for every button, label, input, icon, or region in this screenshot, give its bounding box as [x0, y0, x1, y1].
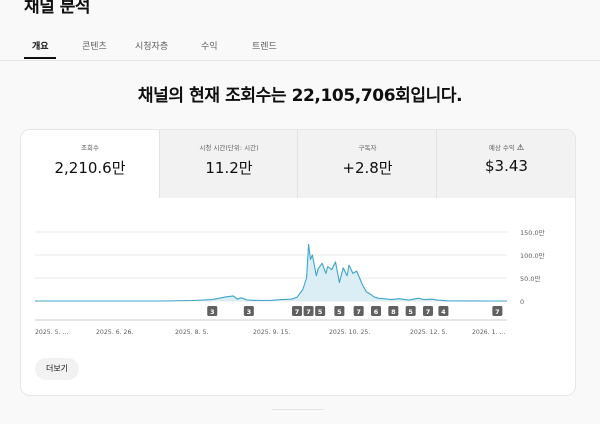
- metric-subscribers-label: 구독자: [358, 144, 377, 152]
- upload-marker: [207, 306, 218, 316]
- metric-views-value: 2,210.6만: [54, 159, 126, 177]
- upload-marker-label: 6: [374, 308, 379, 316]
- upload-marker-label: 4: [441, 308, 446, 316]
- more-button[interactable]: 더보기: [35, 358, 79, 380]
- upload-marker: [243, 306, 254, 316]
- x-tick-label: 2025. 12. 5.: [410, 329, 447, 336]
- upload-marker-label: 3: [210, 308, 215, 316]
- tab-trends[interactable]: 트렌드: [252, 42, 277, 52]
- bottom-divider: [272, 409, 324, 410]
- upload-marker-label: 7: [426, 308, 431, 316]
- metric-views-label: 조회수: [81, 144, 99, 152]
- metric-views[interactable]: 조회수 2,210.6만: [21, 130, 159, 198]
- y-tick-label: 100.0만: [520, 251, 545, 260]
- metric-revenue[interactable]: 예상 수익 ⚠ $3.43: [436, 130, 575, 198]
- tab-revenue[interactable]: 수익: [201, 42, 218, 52]
- upload-marker-label: 7: [495, 308, 500, 316]
- tab-audience[interactable]: 시청자층: [135, 42, 169, 52]
- upload-marker: [353, 306, 364, 316]
- metric-subscribers-value: +2.8만: [342, 159, 393, 177]
- upload-marker-label: 5: [337, 308, 342, 316]
- upload-marker: [405, 306, 416, 316]
- x-tick-label: 2025. 9. 15.: [253, 329, 290, 336]
- x-tick-label: 2025. 10. 25.: [329, 329, 370, 336]
- metric-watch-time-label: 시청 시간(단위: 시간): [199, 144, 259, 152]
- x-tick-label: 2026. 1. ...: [472, 329, 505, 336]
- upload-marker: [370, 306, 381, 316]
- active-tab-indicator: [24, 57, 56, 59]
- warning-icon[interactable]: ⚠: [516, 143, 525, 152]
- analytics-card: 조회수 2,210.6만 시청 시간(단위: 시간) 11.2만 구독자 +2.…: [20, 129, 576, 396]
- metric-revenue-label-row: 예상 수익 ⚠: [437, 142, 575, 152]
- upload-marker-label: 5: [408, 308, 413, 316]
- upload-marker: [334, 306, 345, 316]
- total-views-headline: 채널의 현재 조회수는 22,105,706회입니다.: [137, 86, 463, 106]
- upload-marker-label: 8: [391, 308, 396, 316]
- metric-revenue-label: 예상 수익: [488, 144, 515, 152]
- tab-divider: [0, 60, 600, 61]
- page-title: 채널 분석: [24, 0, 90, 17]
- upload-marker: [438, 306, 449, 316]
- tab-content[interactable]: 콘텐츠: [82, 42, 107, 52]
- tab-overview[interactable]: 개요: [32, 42, 49, 52]
- metric-revenue-value: $3.43: [485, 157, 528, 175]
- series-area: [35, 244, 507, 301]
- y-tick-label: 150.0만: [520, 228, 545, 237]
- series-line: [35, 243, 507, 302]
- x-tick-label: 2025. 8. 5.: [175, 329, 208, 336]
- upload-marker-label: 7: [356, 308, 361, 316]
- metric-watch-time-value: 11.2만: [205, 159, 253, 177]
- upload-marker-label: 7: [306, 308, 311, 316]
- metric-watch-time[interactable]: 시청 시간(단위: 시간) 11.2만: [159, 130, 298, 198]
- upload-marker: [303, 306, 314, 316]
- upload-marker: [388, 306, 399, 316]
- y-tick-label: 50.0만: [520, 274, 540, 283]
- upload-marker: [315, 306, 326, 316]
- upload-marker-label: 7: [295, 308, 300, 316]
- upload-marker-label: 5: [318, 308, 323, 316]
- x-tick-label: 2025. 6. 26.: [96, 329, 133, 336]
- upload-marker: [423, 306, 434, 316]
- metric-subscribers[interactable]: 구독자 +2.8만: [297, 130, 437, 198]
- upload-marker-label: 3: [247, 308, 252, 316]
- upload-marker: [492, 306, 503, 316]
- x-tick-label: 2025. 5. ...: [35, 329, 68, 336]
- upload-marker: [292, 306, 303, 316]
- y-tick-label: 0: [520, 298, 524, 306]
